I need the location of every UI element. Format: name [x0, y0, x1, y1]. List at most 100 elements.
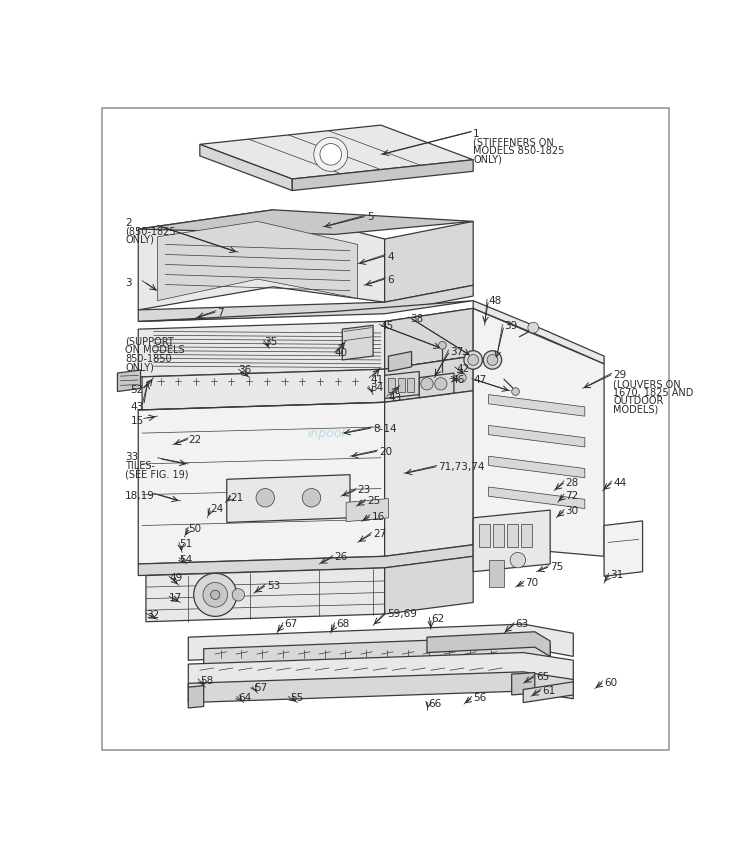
Polygon shape [384, 371, 420, 399]
Polygon shape [138, 286, 473, 321]
Text: 45: 45 [381, 321, 394, 332]
Text: 21: 21 [231, 493, 244, 503]
Text: 50: 50 [188, 524, 202, 534]
Bar [407, 377, 414, 392]
Polygon shape [473, 301, 604, 364]
Polygon shape [117, 370, 141, 392]
Text: 44: 44 [614, 478, 626, 488]
Text: 26: 26 [335, 552, 348, 563]
Circle shape [211, 590, 220, 599]
Text: ONLY): ONLY) [473, 155, 502, 164]
Polygon shape [420, 373, 454, 398]
Circle shape [468, 354, 478, 366]
Text: 1670, 1825 AND: 1670, 1825 AND [614, 388, 693, 398]
Bar [521, 524, 532, 547]
Text: 16: 16 [371, 512, 385, 522]
Text: 7: 7 [217, 309, 224, 319]
Polygon shape [604, 521, 642, 576]
Bar [159, 582, 168, 590]
Text: 4: 4 [387, 252, 393, 262]
Text: 8-14: 8-14 [373, 424, 397, 434]
Text: 56: 56 [473, 694, 487, 703]
Polygon shape [384, 556, 473, 614]
Circle shape [484, 351, 502, 369]
Text: 66: 66 [429, 699, 441, 709]
Polygon shape [511, 672, 535, 695]
Circle shape [435, 377, 447, 390]
Text: 41: 41 [371, 376, 384, 385]
Polygon shape [138, 210, 384, 310]
Text: 24: 24 [210, 504, 223, 514]
Text: 52: 52 [131, 385, 144, 395]
Circle shape [464, 351, 483, 369]
Text: 29: 29 [614, 370, 626, 380]
Text: ON MODELS: ON MODELS [125, 345, 185, 355]
Text: 47: 47 [473, 376, 487, 385]
Text: 32: 32 [146, 610, 159, 620]
Text: 63: 63 [516, 620, 529, 630]
Circle shape [421, 377, 433, 390]
Polygon shape [346, 499, 389, 522]
Text: 48: 48 [489, 296, 502, 306]
Text: 850-1850: 850-1850 [125, 354, 171, 364]
Text: 5: 5 [367, 212, 374, 222]
Text: 36: 36 [238, 366, 252, 376]
Text: (850-1825: (850-1825 [125, 227, 176, 237]
Polygon shape [138, 301, 473, 321]
Circle shape [438, 342, 446, 349]
Text: 39: 39 [504, 321, 517, 332]
Circle shape [320, 144, 341, 165]
Bar [156, 580, 202, 609]
Polygon shape [138, 210, 473, 235]
Text: 67: 67 [284, 620, 298, 630]
Text: TILES-: TILES- [125, 461, 155, 471]
Text: 6: 6 [387, 275, 393, 286]
Polygon shape [227, 474, 350, 523]
Text: 68: 68 [336, 620, 350, 630]
Circle shape [528, 322, 538, 333]
Circle shape [232, 589, 244, 601]
Text: 57: 57 [253, 683, 267, 694]
Text: 17: 17 [169, 593, 182, 604]
Circle shape [510, 552, 526, 568]
Polygon shape [384, 356, 473, 402]
Text: 43: 43 [389, 393, 402, 403]
Polygon shape [523, 682, 573, 703]
Circle shape [302, 489, 320, 507]
Polygon shape [384, 309, 473, 369]
Polygon shape [489, 425, 585, 447]
Polygon shape [489, 394, 585, 416]
Polygon shape [384, 391, 473, 556]
Bar [183, 582, 193, 590]
Circle shape [203, 582, 228, 607]
Polygon shape [146, 568, 384, 621]
Circle shape [457, 373, 466, 382]
Polygon shape [473, 309, 604, 556]
Text: (LOUVERS ON: (LOUVERS ON [614, 379, 681, 389]
Bar [479, 524, 490, 547]
Polygon shape [188, 686, 204, 708]
Text: 72: 72 [566, 490, 579, 501]
Polygon shape [157, 221, 358, 301]
Polygon shape [204, 638, 550, 668]
Text: 18,19: 18,19 [125, 490, 155, 501]
Text: 38: 38 [410, 314, 423, 324]
Text: 40: 40 [335, 348, 347, 359]
Bar [398, 377, 405, 392]
Text: (SUPPORT: (SUPPORT [125, 337, 174, 347]
Text: 65: 65 [536, 672, 550, 682]
Text: (SEE FIG. 19): (SEE FIG. 19) [125, 469, 189, 479]
Text: 58: 58 [200, 676, 213, 686]
Polygon shape [138, 309, 473, 377]
Text: 42: 42 [456, 364, 469, 374]
Text: 46: 46 [452, 376, 465, 385]
Text: ONLY): ONLY) [125, 235, 154, 245]
Bar [231, 481, 342, 515]
Text: MODELS 850-1825: MODELS 850-1825 [473, 146, 565, 156]
Text: ONLY): ONLY) [125, 362, 154, 372]
Circle shape [194, 573, 237, 616]
Polygon shape [293, 160, 473, 190]
Text: 30: 30 [566, 507, 579, 516]
Polygon shape [427, 632, 550, 656]
Text: 49: 49 [169, 573, 182, 583]
